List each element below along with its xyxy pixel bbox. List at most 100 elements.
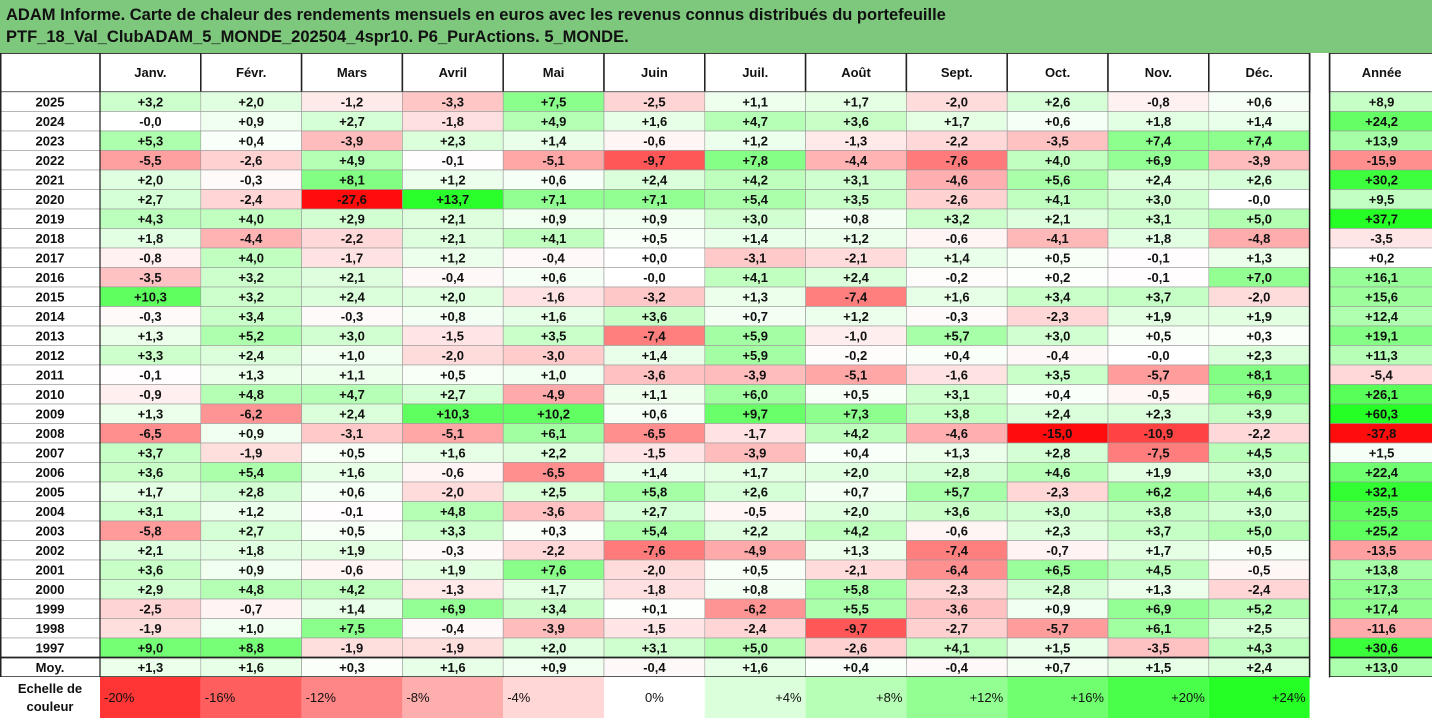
row-label-2006: 2006: [36, 465, 65, 480]
value-2015-9: +1,6: [944, 289, 970, 304]
value-2000-1: +2,9: [138, 582, 164, 597]
value-2023-5: +1,4: [541, 133, 567, 148]
value-2004-11: +3,8: [1146, 504, 1172, 519]
scale-tick-4: -8%: [406, 690, 430, 705]
value-1997-2: +8,8: [238, 640, 264, 655]
value-2023-9: -2,2: [946, 133, 968, 148]
value-2008-12: -2,2: [1248, 426, 1270, 441]
value-2010-7: +6,0: [742, 387, 768, 402]
value-2019-1: +4,3: [138, 211, 164, 226]
value-2007-6: -1,5: [643, 445, 665, 460]
header-cell-12: [1208, 52, 1311, 93]
scale-swatch-4: [402, 677, 504, 718]
value-2020-7: +5,4: [742, 192, 768, 207]
value-2012-3: +1,0: [339, 348, 365, 363]
value-2017-1: -0,8: [139, 250, 161, 265]
year-value-2005: +32,1: [1365, 484, 1398, 499]
header-cell-9: [905, 52, 1008, 93]
value-2001-6: -2,0: [643, 562, 665, 577]
value-2025-10: +2,6: [1045, 94, 1071, 109]
scale-tick-6: 0%: [645, 690, 664, 705]
value-2018-12: -4,8: [1248, 231, 1270, 246]
value-2017-3: -1,7: [341, 250, 363, 265]
value-2013-9: +5,7: [944, 328, 970, 343]
value-2012-5: -3,0: [542, 348, 564, 363]
value-2021-4: +1,2: [440, 172, 466, 187]
column-header-2: Févr.: [236, 65, 266, 80]
value-2021-8: +3,1: [843, 172, 869, 187]
value-2005-4: -2,0: [442, 484, 464, 499]
row-label-1999: 1999: [36, 601, 65, 616]
column-header-1: Janv.: [134, 65, 166, 80]
value-2005-6: +5,8: [642, 484, 668, 499]
value-2003-9: -0,6: [946, 523, 968, 538]
value-2013-8: -1,0: [845, 328, 867, 343]
value-2011-2: +1,3: [238, 367, 264, 382]
value-2009-11: +2,3: [1146, 406, 1172, 421]
value-2024-3: +2,7: [339, 114, 365, 129]
row-label-2024: 2024: [36, 114, 66, 129]
value-2004-4: +4,8: [440, 504, 466, 519]
value-2020-3: -27,6: [337, 192, 367, 207]
value-2022-10: +4,0: [1045, 153, 1071, 168]
value-1997-3: -1,9: [341, 640, 363, 655]
year-column-header: Année: [1362, 65, 1402, 80]
value-2009-5: +10,2: [537, 406, 570, 421]
value-2015-10: +3,4: [1045, 289, 1071, 304]
value-2018-6: +0,5: [642, 231, 668, 246]
value-1997-11: -3,5: [1147, 640, 1169, 655]
value-2011-7: -3,9: [744, 367, 766, 382]
value-2005-8: +0,7: [843, 484, 869, 499]
value-1998-1: -1,9: [139, 621, 161, 636]
column-header-4: Avril: [439, 65, 467, 80]
value-2011-11: -5,7: [1147, 367, 1169, 382]
row-label-2008: 2008: [36, 426, 65, 441]
value-2015-12: -2,0: [1248, 289, 1270, 304]
value-2024-10: +0,6: [1045, 114, 1071, 129]
value-2019-11: +3,1: [1146, 211, 1172, 226]
value-2017-11: -0,1: [1147, 250, 1169, 265]
value-2000-3: +4,2: [339, 582, 365, 597]
value-2008-11: -10,9: [1144, 426, 1174, 441]
value-2016-6: -0,0: [643, 270, 665, 285]
value-2016-5: +0,6: [541, 270, 567, 285]
value-2019-12: +5,0: [1246, 211, 1272, 226]
value-2022-2: -2,6: [240, 153, 262, 168]
value-1999-6: +0,1: [642, 601, 668, 616]
row-label-1997: 1997: [36, 640, 65, 655]
value-2017-4: +1,2: [440, 250, 466, 265]
value-1997-9: +4,1: [944, 640, 970, 655]
year-value-2023: +13,9: [1365, 133, 1398, 148]
value-1997-8: -2,6: [845, 640, 867, 655]
header-cell-4: [401, 52, 504, 93]
value-2017-5: -0,4: [542, 250, 565, 265]
value-2019-7: +3,0: [742, 211, 768, 226]
value-2005-11: +6,2: [1146, 484, 1172, 499]
year-value-average: +13,0: [1365, 660, 1398, 675]
value-2025-2: +2,0: [238, 94, 264, 109]
value-2020-12: -0,0: [1248, 192, 1270, 207]
value-2004-10: +3,0: [1045, 504, 1071, 519]
value-2015-4: +2,0: [440, 289, 466, 304]
row-label-2014: 2014: [36, 309, 66, 324]
value-2012-9: +0,4: [944, 348, 970, 363]
value-2001-8: -2,1: [845, 562, 867, 577]
value-1999-5: +3,4: [541, 601, 567, 616]
row-label-2007: 2007: [36, 445, 65, 460]
year-value-2025: +8,9: [1369, 94, 1395, 109]
value-2025-7: +1,1: [742, 94, 768, 109]
value-2006-3: +1,6: [339, 465, 365, 480]
header-cell-1: [99, 52, 202, 93]
value-average-4: +1,6: [440, 660, 466, 675]
value-1999-12: +5,2: [1246, 601, 1272, 616]
value-2012-7: +5,9: [742, 348, 768, 363]
value-2016-12: +7,0: [1246, 270, 1272, 285]
value-2023-2: +0,4: [238, 133, 264, 148]
value-2001-3: -0,6: [341, 562, 363, 577]
row-label-1998: 1998: [36, 621, 65, 636]
scale-swatch-5: [503, 677, 604, 718]
value-2002-4: -0,3: [442, 543, 464, 558]
value-average-10: +0,7: [1045, 660, 1071, 675]
value-2012-8: -0,2: [845, 348, 867, 363]
value-2016-2: +3,2: [238, 270, 264, 285]
